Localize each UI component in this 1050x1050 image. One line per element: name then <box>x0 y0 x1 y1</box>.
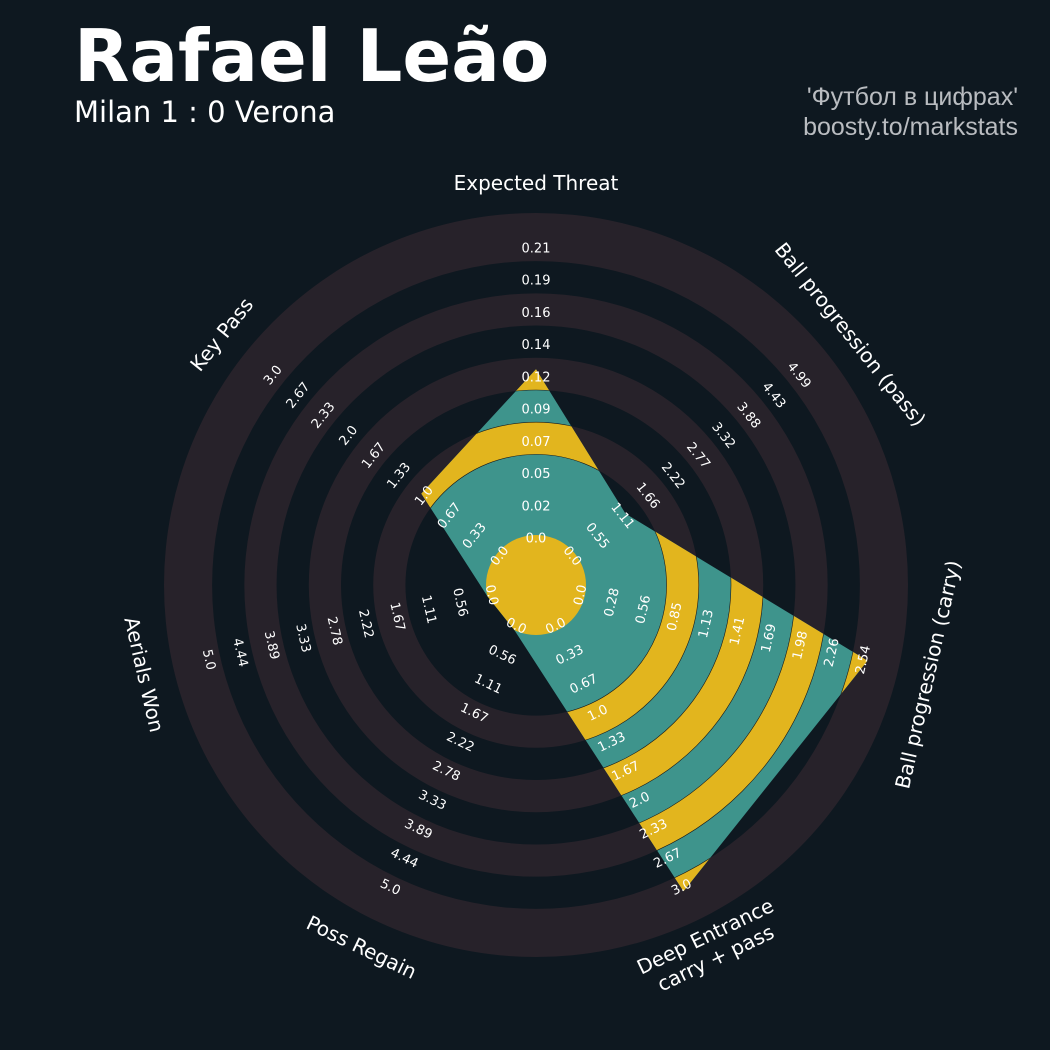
radar-tick-label: 0.07 <box>522 435 551 450</box>
radar-tick-label: 0.28 <box>602 587 623 619</box>
radar-tick-label: 4.44 <box>229 637 250 669</box>
radar-tick-label: 2.54 <box>853 644 874 676</box>
radar-tick-label: 0.0 <box>482 583 501 607</box>
radar-tick-label: 0.12 <box>522 370 551 385</box>
player-name-title: Rafael Leão <box>74 14 550 98</box>
radar-tick-label: 5.0 <box>199 648 218 672</box>
radar-tick-label: 2.78 <box>324 615 345 647</box>
radar-tick-label: 0.14 <box>522 338 551 353</box>
radar-tick-label: 0.56 <box>633 594 654 626</box>
radar-tick-label: 1.11 <box>418 594 439 626</box>
radar-tick-label: 0.0 <box>571 583 590 607</box>
radar-tick-label: 0.19 <box>522 274 551 289</box>
radar-tick-label: 1.69 <box>759 622 780 654</box>
radar-param-label: Expected Threat <box>454 171 619 195</box>
credit-line-url: boosty.to/markstats <box>803 113 1018 141</box>
radar-tick-label: 1.11 <box>472 671 505 697</box>
radar-tick-label: 0.09 <box>522 403 551 418</box>
radar-tick-label: 0.21 <box>522 242 551 257</box>
credit-block: 'Футбол в цифрах' boosty.to/markstats <box>803 82 1018 142</box>
radar-center-fill <box>486 535 586 635</box>
radar-tick-label: 0.56 <box>486 642 519 668</box>
radar-tick-label: 1.98 <box>790 630 811 662</box>
radar-tick-label: 0.0 <box>526 532 547 547</box>
radar-value-band <box>421 369 868 892</box>
radar-tick-label: 3.89 <box>261 630 282 662</box>
radar-param-label: Aerials Won <box>119 615 169 735</box>
radar-tick-label: 0.02 <box>522 499 551 514</box>
radar-tick-label: 0.05 <box>522 467 551 482</box>
radar-tick-label: 0.85 <box>665 601 686 633</box>
radar-tick-label: 1.41 <box>727 615 748 647</box>
radar-value-band <box>421 369 828 877</box>
radar-tick-label: 2.26 <box>822 637 843 669</box>
match-subtitle: Milan 1 : 0 Verona <box>74 95 336 129</box>
radar-tick-label: 1.67 <box>386 601 407 633</box>
radar-param-label-line: Aerials Won <box>119 615 169 735</box>
credit-line-channel: 'Футбол в цифрах' <box>806 83 1018 111</box>
radar-tick-label: 2.22 <box>355 608 376 640</box>
radar-tick-label: 0.16 <box>522 306 551 321</box>
radar-tick-label: 3.33 <box>292 622 313 654</box>
radar-tick-label: 1.13 <box>696 608 717 640</box>
radar-tick-label: 0.56 <box>449 587 470 619</box>
radar-param-label-line: Expected Threat <box>454 171 619 195</box>
radar-value-shape <box>421 369 868 892</box>
